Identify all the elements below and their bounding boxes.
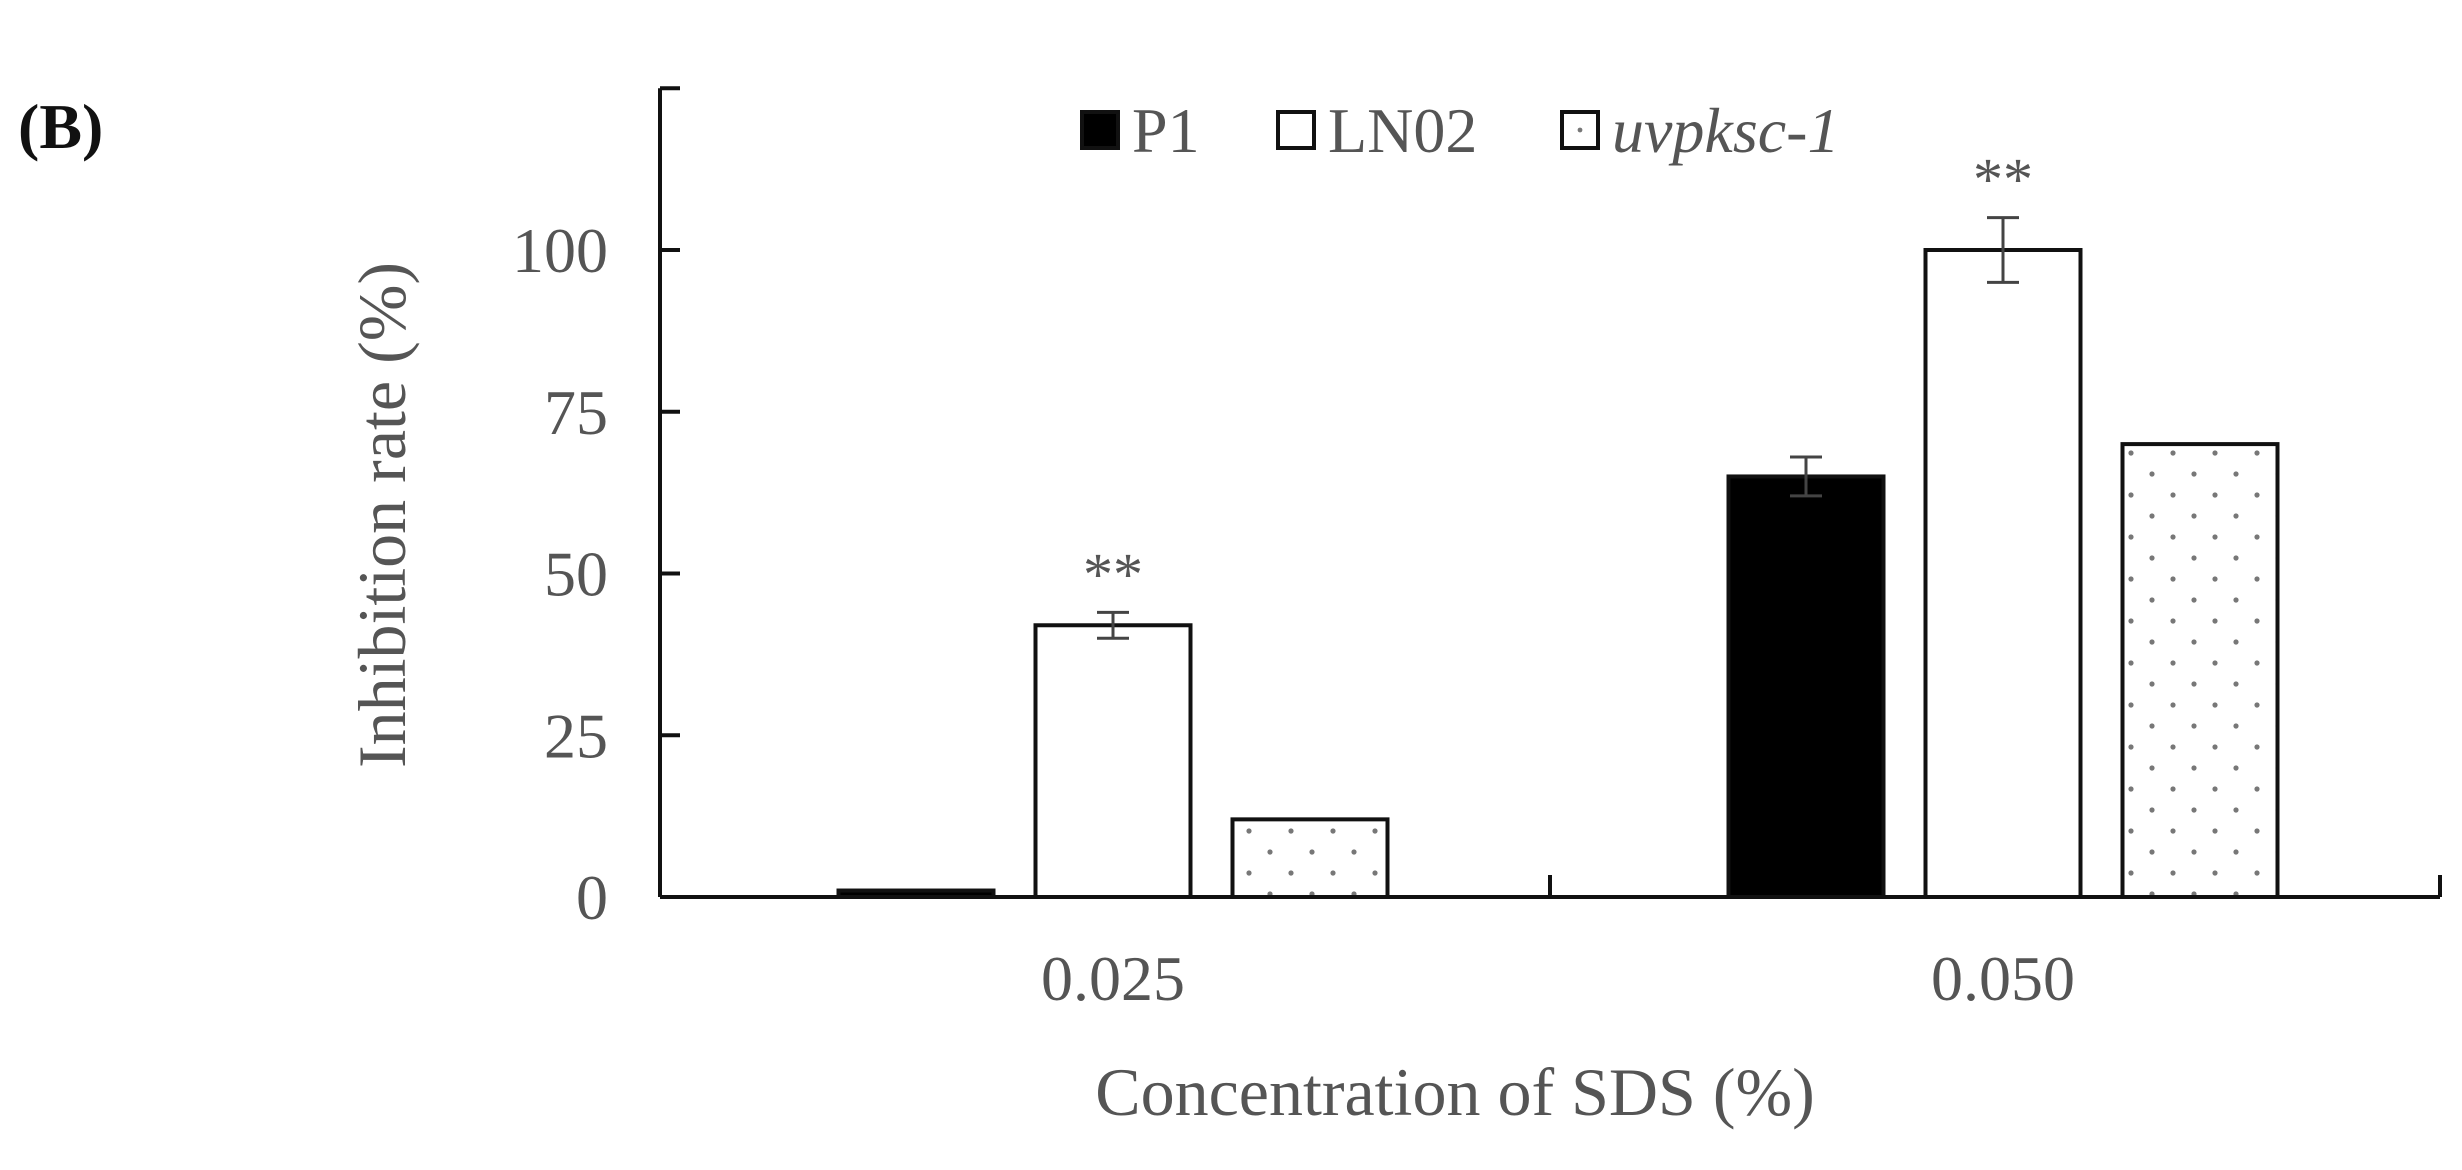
legend: P1 LN02 uvpksc-1: [1080, 95, 1839, 166]
y-tick-label: 25: [544, 700, 608, 771]
tick-labels: 0 25 50 75 100 0.025 0.050: [512, 215, 2075, 1014]
legend-swatch-uvpksc-1: [1560, 110, 1600, 150]
x-axis-label: Concentration of SDS (%): [1095, 1054, 1815, 1130]
y-tick-label: 75: [544, 377, 608, 448]
significance-marker: **: [1973, 147, 2033, 213]
significance-marker: **: [1083, 541, 1143, 607]
legend-swatch-P1: [1080, 110, 1120, 150]
bar-uvpksc-1-0.050: [2120, 442, 2280, 899]
legend-label-P1: P1: [1132, 95, 1200, 166]
significance-annotations: ** **: [1083, 147, 2033, 608]
bar-P1-0.050: [1726, 474, 1886, 899]
y-tick-label: 0: [576, 862, 608, 933]
bar-uvpksc-1-0.025: [1230, 817, 1390, 899]
y-axis-label: Inhibition rate (%): [344, 262, 420, 768]
bar-P1-0.025: [836, 888, 996, 900]
bar-LN02-0.050: [1923, 248, 2083, 899]
error-bars: [1097, 216, 2019, 640]
x-tick-label: 0.050: [1931, 943, 2075, 1014]
panel-label: (B): [18, 91, 103, 162]
legend-label-uvpksc-1: uvpksc-1: [1612, 95, 1839, 166]
legend-swatch-LN02: [1276, 110, 1316, 150]
bars: [836, 248, 2280, 900]
legend-label-LN02: LN02: [1328, 95, 1477, 166]
bar-LN02-0.025: [1033, 623, 1193, 899]
x-tick-label: 0.025: [1041, 943, 1185, 1014]
legend-swatch-dot: [1577, 127, 1583, 133]
y-tick-label: 50: [544, 539, 608, 610]
y-tick-label: 100: [512, 215, 608, 286]
